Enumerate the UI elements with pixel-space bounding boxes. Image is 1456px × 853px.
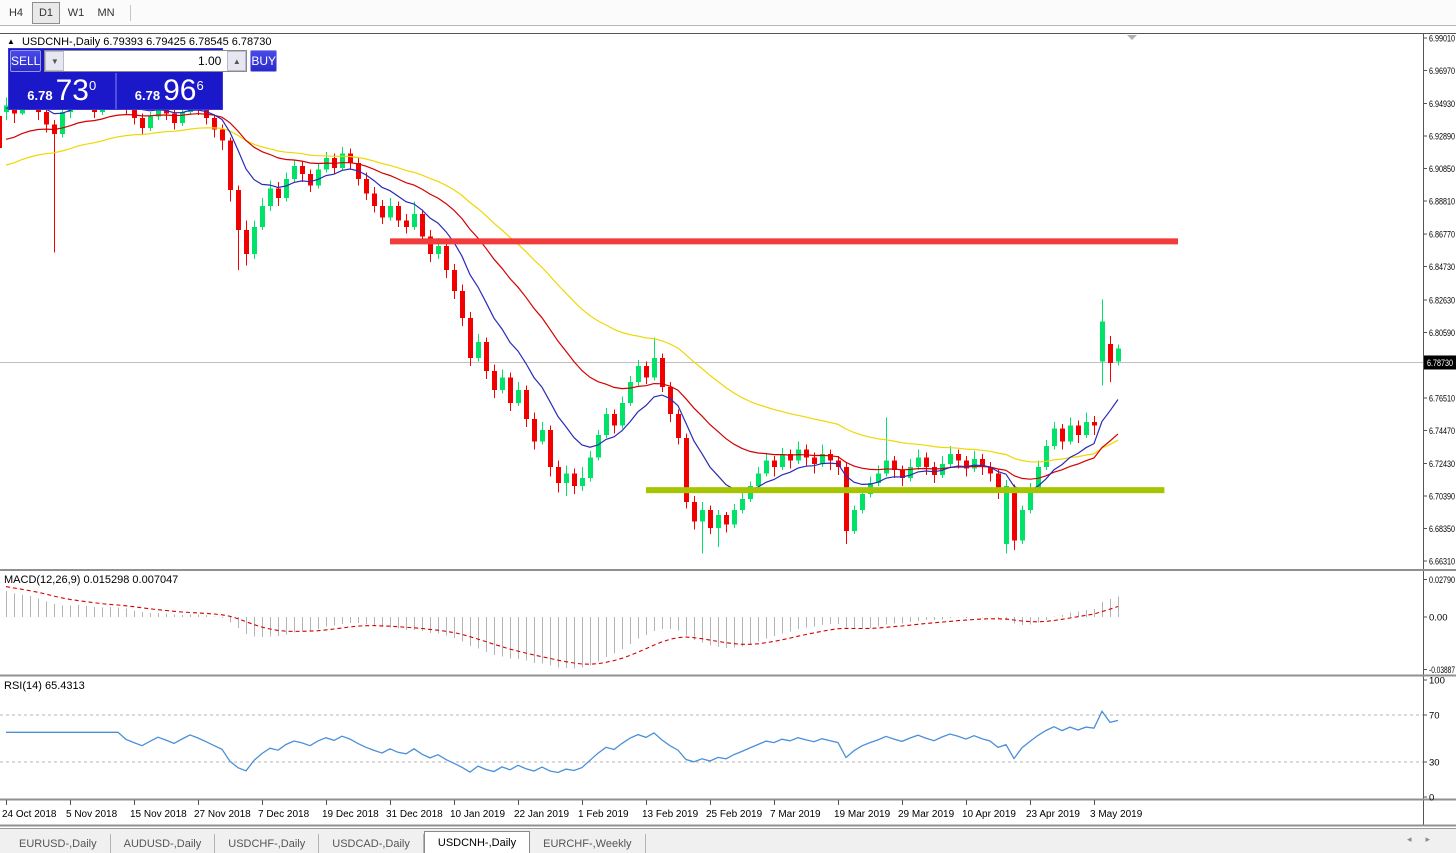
svg-text:23 Apr 2019: 23 Apr 2019 [1026,809,1080,820]
chart-shift-icon [1127,35,1137,40]
svg-text:6.92890: 6.92890 [1429,131,1455,142]
tab-usdcad-daily[interactable]: USDCAD-,Daily [319,834,424,853]
volume-increase-button[interactable]: ▲ [227,51,247,71]
macd-name: MACD(12,26,9) [4,574,81,586]
svg-text:6.68350: 6.68350 [1429,524,1455,535]
rsi-line [6,710,1119,774]
moving-average [5,100,1119,492]
toolbar-separator [130,4,131,21]
moving-average [5,127,1119,463]
clipped-candle [0,116,2,148]
tab-usdchf-daily[interactable]: USDCHF-,Daily [215,834,320,853]
svg-text:6.96970: 6.96970 [1429,66,1455,77]
svg-text:6.76510: 6.76510 [1429,394,1455,405]
svg-text:22 Jan 2019: 22 Jan 2019 [514,809,569,820]
timeframe-button-d1[interactable]: D1 [32,1,60,24]
resistance-line [390,238,1178,245]
svg-text:13 Feb 2019: 13 Feb 2019 [642,809,699,820]
svg-text:29 Mar 2019: 29 Mar 2019 [898,809,955,820]
svg-text:6.72430: 6.72430 [1429,459,1455,470]
svg-text:1 Feb 2019: 1 Feb 2019 [578,809,629,820]
tab-eurusd-daily[interactable]: EURUSD-,Daily [6,834,111,853]
buy-price-button[interactable]: 6.78 96 6 [117,73,223,109]
chart-ohlc-values: 6.79393 6.79425 6.78545 6.78730 [103,36,272,48]
volume-decrease-button[interactable]: ▼ [45,51,65,71]
svg-text:7 Dec 2018: 7 Dec 2018 [258,809,310,820]
sell-price-button[interactable]: 6.78 73 0 [9,73,117,109]
buy-button[interactable]: BUY [250,50,278,72]
svg-text:0: 0 [1429,793,1434,804]
svg-text:5 Nov 2018: 5 Nov 2018 [66,809,118,820]
svg-text:10 Apr 2019: 10 Apr 2019 [962,809,1016,820]
sell-price-main: 73 [55,74,89,107]
tab-audusd-daily[interactable]: AUDUSD-,Daily [111,834,216,853]
tab-scroll-right-icon[interactable]: ▸ [1425,834,1430,844]
svg-text:15 Nov 2018: 15 Nov 2018 [130,809,187,820]
macd-indicator-label: MACD(12,26,9) 0.015298 0.007047 [4,574,178,586]
sell-button[interactable]: SELL [10,50,42,72]
svg-text:0.00: 0.00 [1429,613,1448,624]
tab-eurchf-weekly[interactable]: EURCHF-,Weekly [530,834,646,853]
svg-text:19 Mar 2019: 19 Mar 2019 [834,809,891,820]
rsi-value: 65.4313 [44,680,85,692]
svg-text:6.86770: 6.86770 [1429,229,1455,240]
svg-text:27 Nov 2018: 27 Nov 2018 [194,809,251,820]
svg-text:7 Mar 2019: 7 Mar 2019 [770,809,821,820]
svg-text:6.78730: 6.78730 [1427,358,1453,369]
sell-price-prefix: 6.78 [27,88,53,103]
svg-text:6.84730: 6.84730 [1429,262,1455,273]
svg-text:100: 100 [1429,676,1445,687]
svg-text:6.66310: 6.66310 [1429,557,1455,568]
svg-text:25 Feb 2019: 25 Feb 2019 [706,809,763,820]
svg-text:6.94930: 6.94930 [1429,99,1455,110]
svg-text:6.70390: 6.70390 [1429,491,1455,502]
svg-text:10 Jan 2019: 10 Jan 2019 [450,809,505,820]
svg-text:31 Dec 2018: 31 Dec 2018 [386,809,443,820]
tab-usdcnh-daily[interactable]: USDCNH-,Daily [423,831,531,853]
buy-price-pip: 6 [196,78,204,93]
sell-price-pip: 0 [88,78,97,93]
timeframe-toolbar: H4 D1 W1 MN [0,0,1456,26]
current-price-tag [1424,355,1456,370]
svg-text:0.02790: 0.02790 [1429,575,1455,586]
rsi-name: RSI(14) [4,680,42,692]
macd-values: 0.015298 0.007047 [83,574,179,586]
svg-text:30: 30 [1429,757,1440,768]
moving-average [5,113,1119,480]
svg-text:19 Dec 2018: 19 Dec 2018 [322,809,379,820]
svg-text:70: 70 [1429,711,1440,722]
buy-price-main: 96 [163,74,197,107]
chart-title-row: ▲ USDCNH-,Daily 6.79393 6.79425 6.78545 … [7,36,272,48]
timeframe-button-mn[interactable]: MN [97,6,115,19]
svg-text:3 May 2019: 3 May 2019 [1090,809,1143,820]
svg-text:6.99010: 6.99010 [1429,34,1455,45]
chart-tab-bar: EURUSD-,Daily AUDUSD-,Daily USDCHF-,Dail… [0,828,1456,853]
svg-text:6.82630: 6.82630 [1429,296,1455,307]
volume-spinner: ▼ ▲ [44,50,248,72]
svg-text:6.74470: 6.74470 [1429,426,1455,437]
macd-signal-line [5,586,1119,665]
timeframe-button-h4[interactable]: H4 [8,6,24,19]
svg-text:6.88810: 6.88810 [1429,197,1455,208]
svg-text:24 Oct 2018: 24 Oct 2018 [2,809,57,820]
svg-text:6.80590: 6.80590 [1429,328,1455,339]
buy-price-prefix: 6.78 [134,88,161,103]
chart-symbol-period: USDCNH-,Daily [21,36,101,48]
timeframe-button-w1[interactable]: W1 [67,6,85,19]
svg-text:6.90850: 6.90850 [1429,164,1455,175]
one-click-trading-panel: SELL ▼ ▲ BUY 6.78 73 0 6.78 96 6 [8,48,278,110]
rsi-indicator-label: RSI(14) 65.4313 [4,680,85,692]
one-click-panel-toggle-icon[interactable]: ▲ [7,37,15,46]
tab-scroll-left-icon[interactable]: ◂ [1406,834,1412,844]
support-line [646,487,1165,494]
svg-text:-0.03887: -0.03887 [1429,665,1455,676]
volume-input[interactable] [64,51,228,71]
